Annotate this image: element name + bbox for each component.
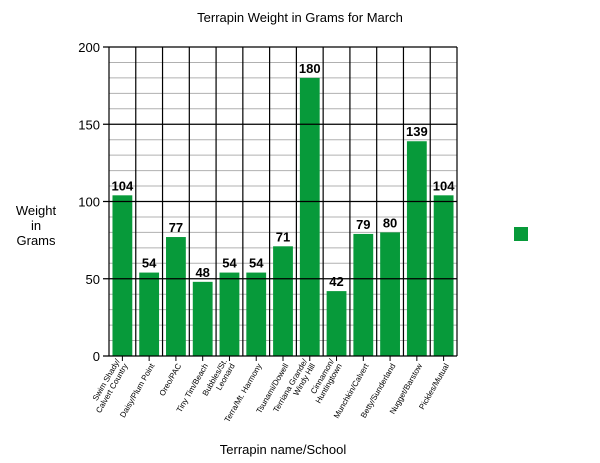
svg-text:Oreo/PAC: Oreo/PAC	[158, 362, 184, 398]
bar-value-label: 79	[356, 217, 370, 232]
bar-value-label: 180	[299, 61, 321, 76]
y-tick-label: 100	[78, 195, 100, 210]
bar-value-label: 77	[169, 220, 183, 235]
bar	[299, 77, 320, 357]
legend-swatch	[514, 227, 528, 241]
chart-title: Terrapin Weight in Grams for March	[197, 10, 403, 25]
x-tick-label: Oreo/PAC	[158, 362, 184, 398]
y-axis-label-line: Weight	[15, 203, 57, 218]
x-axis-label: Terrapin name/School	[219, 442, 347, 457]
y-tick-label: 200	[78, 40, 100, 55]
bar	[246, 272, 267, 356]
bar	[112, 195, 133, 356]
x-tick-label: Bubbles/St.Leonard	[201, 358, 237, 398]
y-tick-label: 150	[78, 117, 100, 132]
bar-value-label: 80	[383, 215, 397, 230]
bar-value-label: 104	[433, 178, 455, 193]
bar-value-label: 104	[112, 178, 134, 193]
y-tick-label: 0	[93, 349, 100, 364]
bar	[406, 141, 427, 356]
bar	[353, 233, 374, 356]
bar-value-label: 48	[195, 265, 209, 280]
bar	[219, 272, 240, 356]
bar-value-label: 54	[249, 256, 264, 271]
bar	[166, 237, 186, 356]
bar-value-label: 139	[406, 124, 428, 139]
bar-value-label: 54	[142, 256, 157, 271]
y-axis-label-line: Grams	[16, 233, 56, 248]
bar	[433, 195, 454, 356]
y-axis-label: Weight in Grams	[6, 203, 66, 248]
y-axis-label-line: in	[30, 218, 42, 233]
bar	[326, 291, 347, 356]
bar-value-label: 42	[329, 274, 343, 289]
bar	[192, 281, 213, 356]
bar	[380, 232, 400, 356]
y-tick-label: 50	[86, 272, 100, 287]
bar-value-label: 54	[222, 256, 237, 271]
bar	[139, 272, 160, 356]
bar	[273, 246, 293, 356]
bar-value-label: 71	[276, 229, 290, 244]
